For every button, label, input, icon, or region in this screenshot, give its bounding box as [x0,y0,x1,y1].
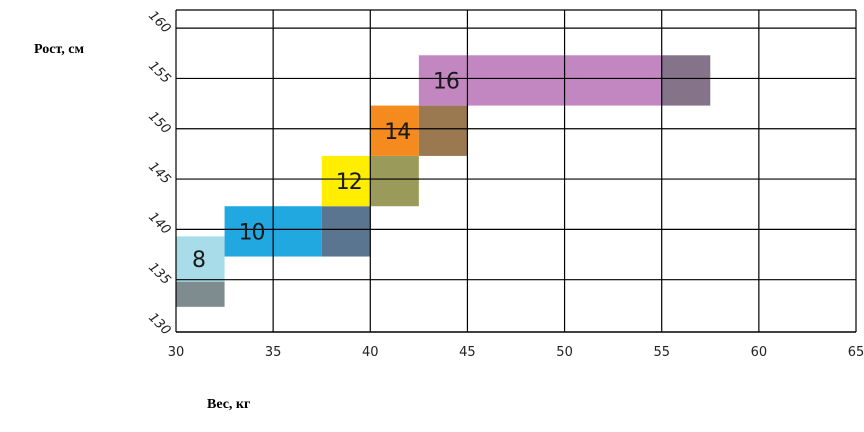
y-axis-title: Рост, см [34,42,84,57]
zone-12-extended [370,155,419,207]
x-tick-label-35: 35 [265,345,282,360]
x-tick-label-30: 30 [168,345,185,360]
x-tick-label-40: 40 [362,345,379,360]
zone-label-12: 12 [336,170,362,195]
y-tick-label-135: 135 [145,260,173,288]
x-tick-label-55: 55 [653,345,670,360]
zone-16-extended [661,55,711,106]
zone-8-extended [176,281,225,307]
y-tick-label-130: 130 [145,310,173,338]
zone-label-8: 8 [192,248,205,273]
zone-10-extended [321,206,371,257]
y-tick-label-160: 160 [145,8,173,36]
x-tick-label-45: 45 [459,345,476,360]
x-tick-label-65: 65 [848,345,864,360]
y-tick-label-140: 140 [145,210,173,238]
y-tick-label-150: 150 [145,109,173,137]
y-tick-label-145: 145 [145,159,173,187]
zone-label-10: 10 [239,220,265,245]
zone-label-16: 16 [433,69,459,94]
zone-label-14: 14 [384,120,410,145]
x-tick-label-60: 60 [751,345,768,360]
zone-14-main [370,105,419,156]
zone-16-main [418,55,662,106]
x-axis-title: Вес, кг [207,397,251,412]
x-tick-label-50: 50 [556,345,573,360]
zone-12-main [321,155,371,207]
zone-8-main [176,236,225,282]
zone-14-extended [418,105,468,156]
y-tick-label-155: 155 [145,59,173,87]
